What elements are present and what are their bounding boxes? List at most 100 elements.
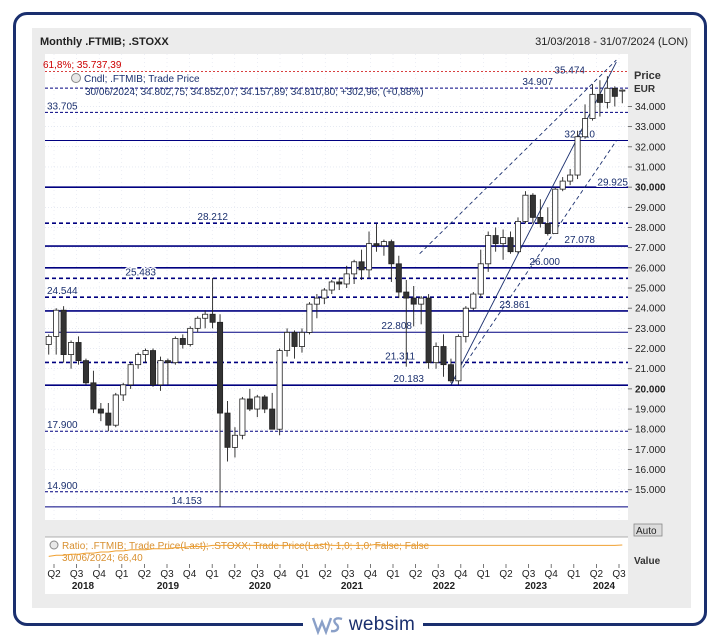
candle-body (343, 273, 350, 285)
x-quarter-label: Q4 (545, 569, 559, 580)
auto-scale-button[interactable] (633, 523, 663, 537)
level-label: 25.483 (125, 267, 156, 278)
candle (552, 187, 559, 234)
candle-body (462, 307, 469, 337)
candle (567, 168, 574, 186)
y-tick-label: 25.000 (635, 284, 666, 295)
candle (604, 76, 611, 109)
x-axis-labels: Q2 Q3 Q4 Q1 Q2 Q3 Q4 Q1 Q2 Q3 Q4 Q1 Q2 Q3 Q4 Q1 Q2 Q3 Q4 Q1… (47, 564, 626, 592)
trend-channel (419, 59, 617, 386)
candle (611, 86, 618, 107)
series-toggle-icon[interactable] (71, 73, 81, 83)
y-tick-label: 29.000 (635, 203, 666, 214)
candle-body (470, 293, 477, 309)
x-quarter-label: Q4 (93, 569, 107, 580)
candle (157, 356, 164, 391)
candle-body (596, 93, 603, 103)
candle (328, 279, 335, 295)
candle-body (611, 87, 618, 97)
candle-body (373, 243, 380, 247)
candle-body (321, 289, 328, 299)
x-quarter-label: Q1 (115, 569, 129, 580)
candle-body (582, 118, 589, 138)
candle (68, 340, 75, 369)
x-quarter-label: Q3 (160, 569, 174, 580)
candle-body (135, 354, 142, 366)
candle (343, 265, 350, 289)
candle (336, 277, 343, 291)
candle (544, 207, 551, 236)
x-quarter-label: Q2 (47, 569, 61, 580)
candle (209, 277, 216, 329)
candle-body (142, 350, 149, 355)
candle-body (522, 194, 529, 222)
candle (447, 358, 454, 383)
y-tick-label: 28.000 (635, 223, 666, 234)
candle-body (529, 194, 536, 218)
x-quarter-label: Q4 (273, 569, 287, 580)
candle-body (336, 281, 343, 285)
level-label: 27.078 (564, 235, 595, 246)
level-label: 24.544 (47, 286, 78, 297)
candle (492, 227, 499, 252)
candle (403, 279, 410, 367)
candle (485, 231, 492, 272)
candle-body (395, 263, 402, 293)
candle-body (328, 281, 335, 291)
ratio-toggle-icon[interactable] (49, 540, 59, 550)
candle (410, 285, 417, 327)
candle (418, 296, 425, 325)
y-tick-label: 22.000 (635, 344, 666, 355)
x-year-label: 2021 (341, 581, 364, 592)
candle-body (306, 303, 313, 333)
candle-body (418, 297, 425, 305)
candle-body (68, 342, 75, 355)
candle-body (500, 237, 507, 245)
candle (112, 392, 119, 428)
x-quarter-label: Q2 (499, 569, 513, 580)
series-info: Cndl; .FTMIB; Trade Price 30/06/2024; 34… (71, 73, 424, 98)
candle (619, 89, 626, 104)
channel-line (419, 59, 617, 255)
x-quarter-label: Q2 (590, 569, 604, 580)
candle-body (440, 346, 447, 366)
candle-body (246, 398, 253, 410)
candle (202, 310, 209, 329)
x-quarter-label: Q3 (612, 569, 626, 580)
price-axis-title: Price (634, 70, 661, 82)
candle-body (60, 309, 67, 355)
candle (284, 328, 291, 357)
candle-body (269, 408, 276, 430)
candle-body (425, 297, 432, 364)
candle (135, 352, 142, 369)
y-tick-label: 18.000 (635, 425, 666, 436)
candle-body (127, 364, 134, 386)
candle (45, 334, 52, 355)
y-tick-label: 16.000 (635, 465, 666, 476)
y-tick-label: 17.000 (635, 445, 666, 456)
ratio-label: Ratio; .FTMIB; Trade Price(Last); .STOXX… (62, 541, 430, 552)
candle-body (574, 136, 581, 176)
candle (194, 316, 201, 333)
candle (537, 199, 544, 228)
candle-body (351, 261, 358, 275)
x-quarter-label: Q1 (386, 569, 400, 580)
candle-body (455, 336, 462, 382)
candle (97, 402, 104, 422)
x-quarter-label: Q4 (454, 569, 468, 580)
candle (149, 348, 157, 387)
candle (321, 288, 328, 305)
y-tick-label: 27.000 (635, 243, 666, 254)
y-tick-label: 19.000 (635, 405, 666, 416)
level-label: 32.310 (564, 130, 595, 141)
date-range: 31/03/2018 - 31/07/2024 (LON) (535, 36, 688, 48)
candle (574, 130, 581, 180)
level-label: 14.153 (171, 496, 202, 507)
currency-label: EUR (634, 84, 656, 95)
price-pane (45, 54, 628, 520)
candle-body (239, 398, 246, 436)
level-label: 14.900 (47, 481, 78, 492)
candle-body (276, 350, 283, 430)
candle-body (291, 331, 298, 347)
y-tick-label: 30.000 (635, 183, 666, 194)
